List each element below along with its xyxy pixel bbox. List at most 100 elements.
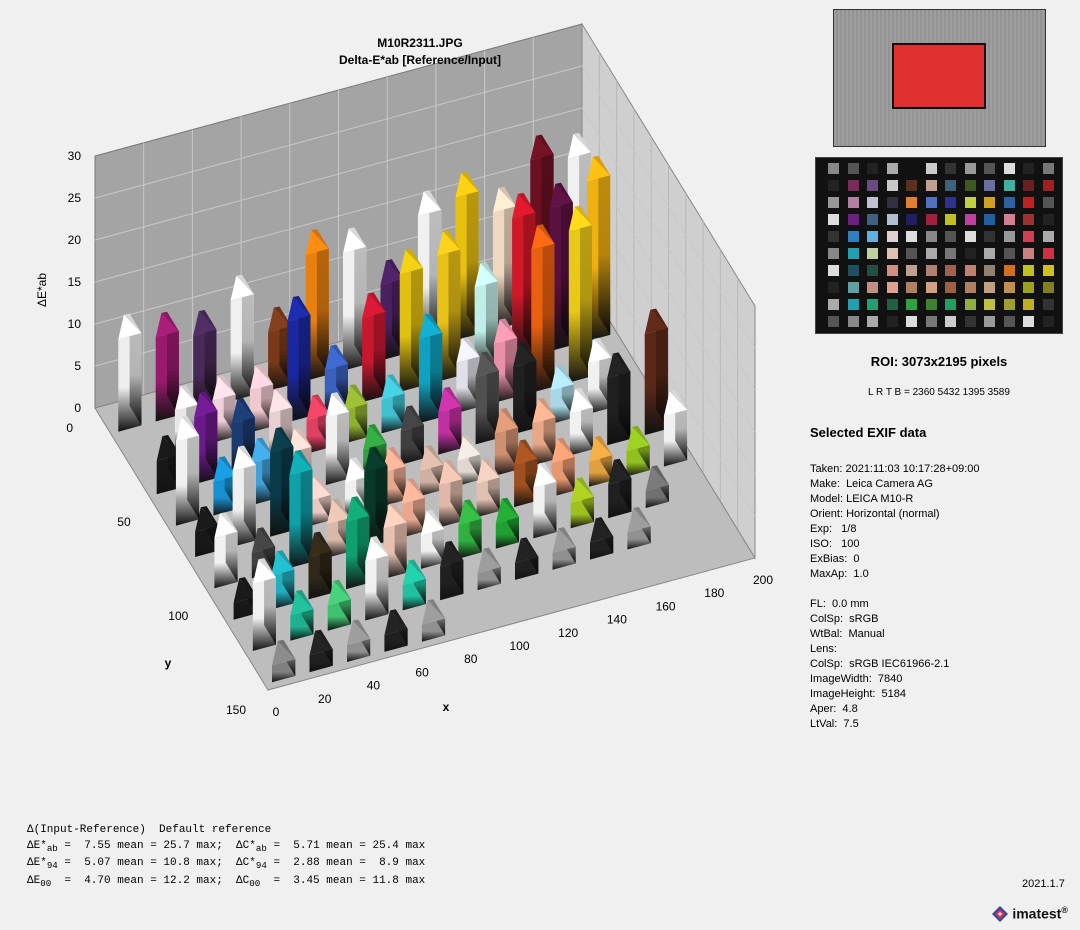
bar-side-face (375, 446, 388, 542)
bar-top-face (387, 374, 405, 394)
bar (194, 391, 218, 485)
chart-patch (867, 299, 878, 310)
bar-top-face (645, 466, 669, 492)
bar (233, 577, 257, 620)
bar-top-face (195, 507, 219, 532)
bar (494, 408, 519, 476)
bar-top-face (232, 446, 256, 472)
bar-top-face (438, 388, 462, 413)
chart-patch (886, 231, 898, 242)
chart-patch (847, 299, 859, 310)
chart-patch (906, 163, 917, 174)
bar-top-face (175, 417, 200, 442)
bar (644, 308, 668, 436)
bar-top-face (518, 341, 537, 361)
chart-patch (828, 231, 839, 242)
bar-top-face (476, 459, 500, 484)
z-tick-label: 5 (74, 359, 81, 373)
chart-patch (1023, 316, 1034, 327)
bar-top-face (174, 386, 199, 411)
exif-line-b-1: ColSp: sRGB (810, 613, 879, 625)
bar-top-face (461, 171, 479, 192)
bar-top-face (380, 260, 404, 285)
bar-top-face (399, 249, 423, 275)
bar-top-face (390, 609, 408, 629)
bar-top-face (290, 591, 314, 616)
chart-patch (925, 299, 937, 310)
bar (589, 435, 613, 487)
bar (493, 318, 518, 403)
bar (570, 477, 594, 529)
bar (645, 465, 669, 508)
chart-patch (984, 299, 995, 310)
bar-top-face (408, 559, 426, 579)
bar-top-face (327, 580, 351, 606)
bar (346, 496, 370, 590)
bar-top-face (444, 459, 463, 480)
chart-patch (984, 316, 995, 327)
bar-top-face (156, 436, 180, 461)
bar-top-face (475, 352, 499, 378)
stats-header: Δ(Input-Reference) Default reference (27, 824, 272, 836)
y-tick-label: 150 (226, 703, 246, 717)
bar-top-face (519, 439, 538, 459)
chart-patch (1042, 282, 1054, 293)
bar-top-face (481, 351, 499, 371)
chart-patch (1003, 316, 1015, 327)
bar-top-face (405, 248, 423, 268)
bar-top-face (293, 295, 311, 316)
bar (607, 352, 631, 446)
chart-patch (906, 214, 917, 225)
chart-patch (906, 282, 917, 293)
chart-patch (828, 299, 839, 310)
bar-top-face (270, 428, 294, 453)
chart-patch (828, 214, 839, 225)
bar-top-face (199, 391, 218, 411)
x-tick-label: 140 (607, 613, 627, 627)
chart-patch (906, 180, 917, 191)
exif-line-6: ExBias: 0 (810, 553, 860, 565)
bar-side-face (430, 313, 443, 417)
chart-patch (984, 282, 995, 293)
imatest-logo-icon (992, 906, 1009, 922)
bar-top-face (382, 448, 406, 473)
bar-top-face (520, 537, 539, 557)
bar (365, 536, 389, 621)
bar (214, 512, 238, 589)
chart-patch (847, 231, 859, 242)
bar-top-face (181, 415, 200, 436)
exif-line-b-7: Aper: 4.8 (810, 703, 858, 715)
bar-top-face (200, 506, 219, 526)
bar (476, 457, 500, 518)
bar-top-face (331, 392, 349, 412)
chart-patch (964, 231, 976, 242)
chart-patch (828, 248, 839, 259)
bar-top-face (592, 155, 611, 176)
chart-bars (118, 132, 688, 683)
bar-top-face (425, 445, 444, 465)
bar-top-face (462, 337, 480, 357)
grid-line (94, 65, 756, 349)
test-chart-image (815, 157, 1063, 334)
bar-top-face (389, 502, 407, 523)
bar-top-face (587, 156, 611, 182)
bar-top-face (426, 509, 445, 529)
chart-patch (1042, 248, 1054, 259)
bar-top-face (498, 186, 517, 207)
z-tick-label: 10 (68, 317, 82, 331)
bar-top-face (501, 497, 519, 518)
bar (384, 609, 408, 652)
bar-top-face (347, 620, 371, 646)
bar (533, 462, 557, 539)
delta-e-3d-bar-chart: 0 5 10 15 20 25 30 0 20 40 60 80 100 120 140 160 180 200 0… (35, 22, 773, 719)
bar-top-face (249, 365, 274, 391)
chart-patch (847, 282, 859, 293)
bar-top-face (295, 589, 314, 610)
chart-patch (867, 197, 878, 208)
bar-top-face (644, 309, 668, 335)
chart-patch (867, 248, 878, 259)
chart-patch (1042, 180, 1054, 191)
bar-top-face (420, 510, 445, 536)
bar-top-face (324, 345, 348, 371)
chart-patch (1003, 180, 1015, 191)
